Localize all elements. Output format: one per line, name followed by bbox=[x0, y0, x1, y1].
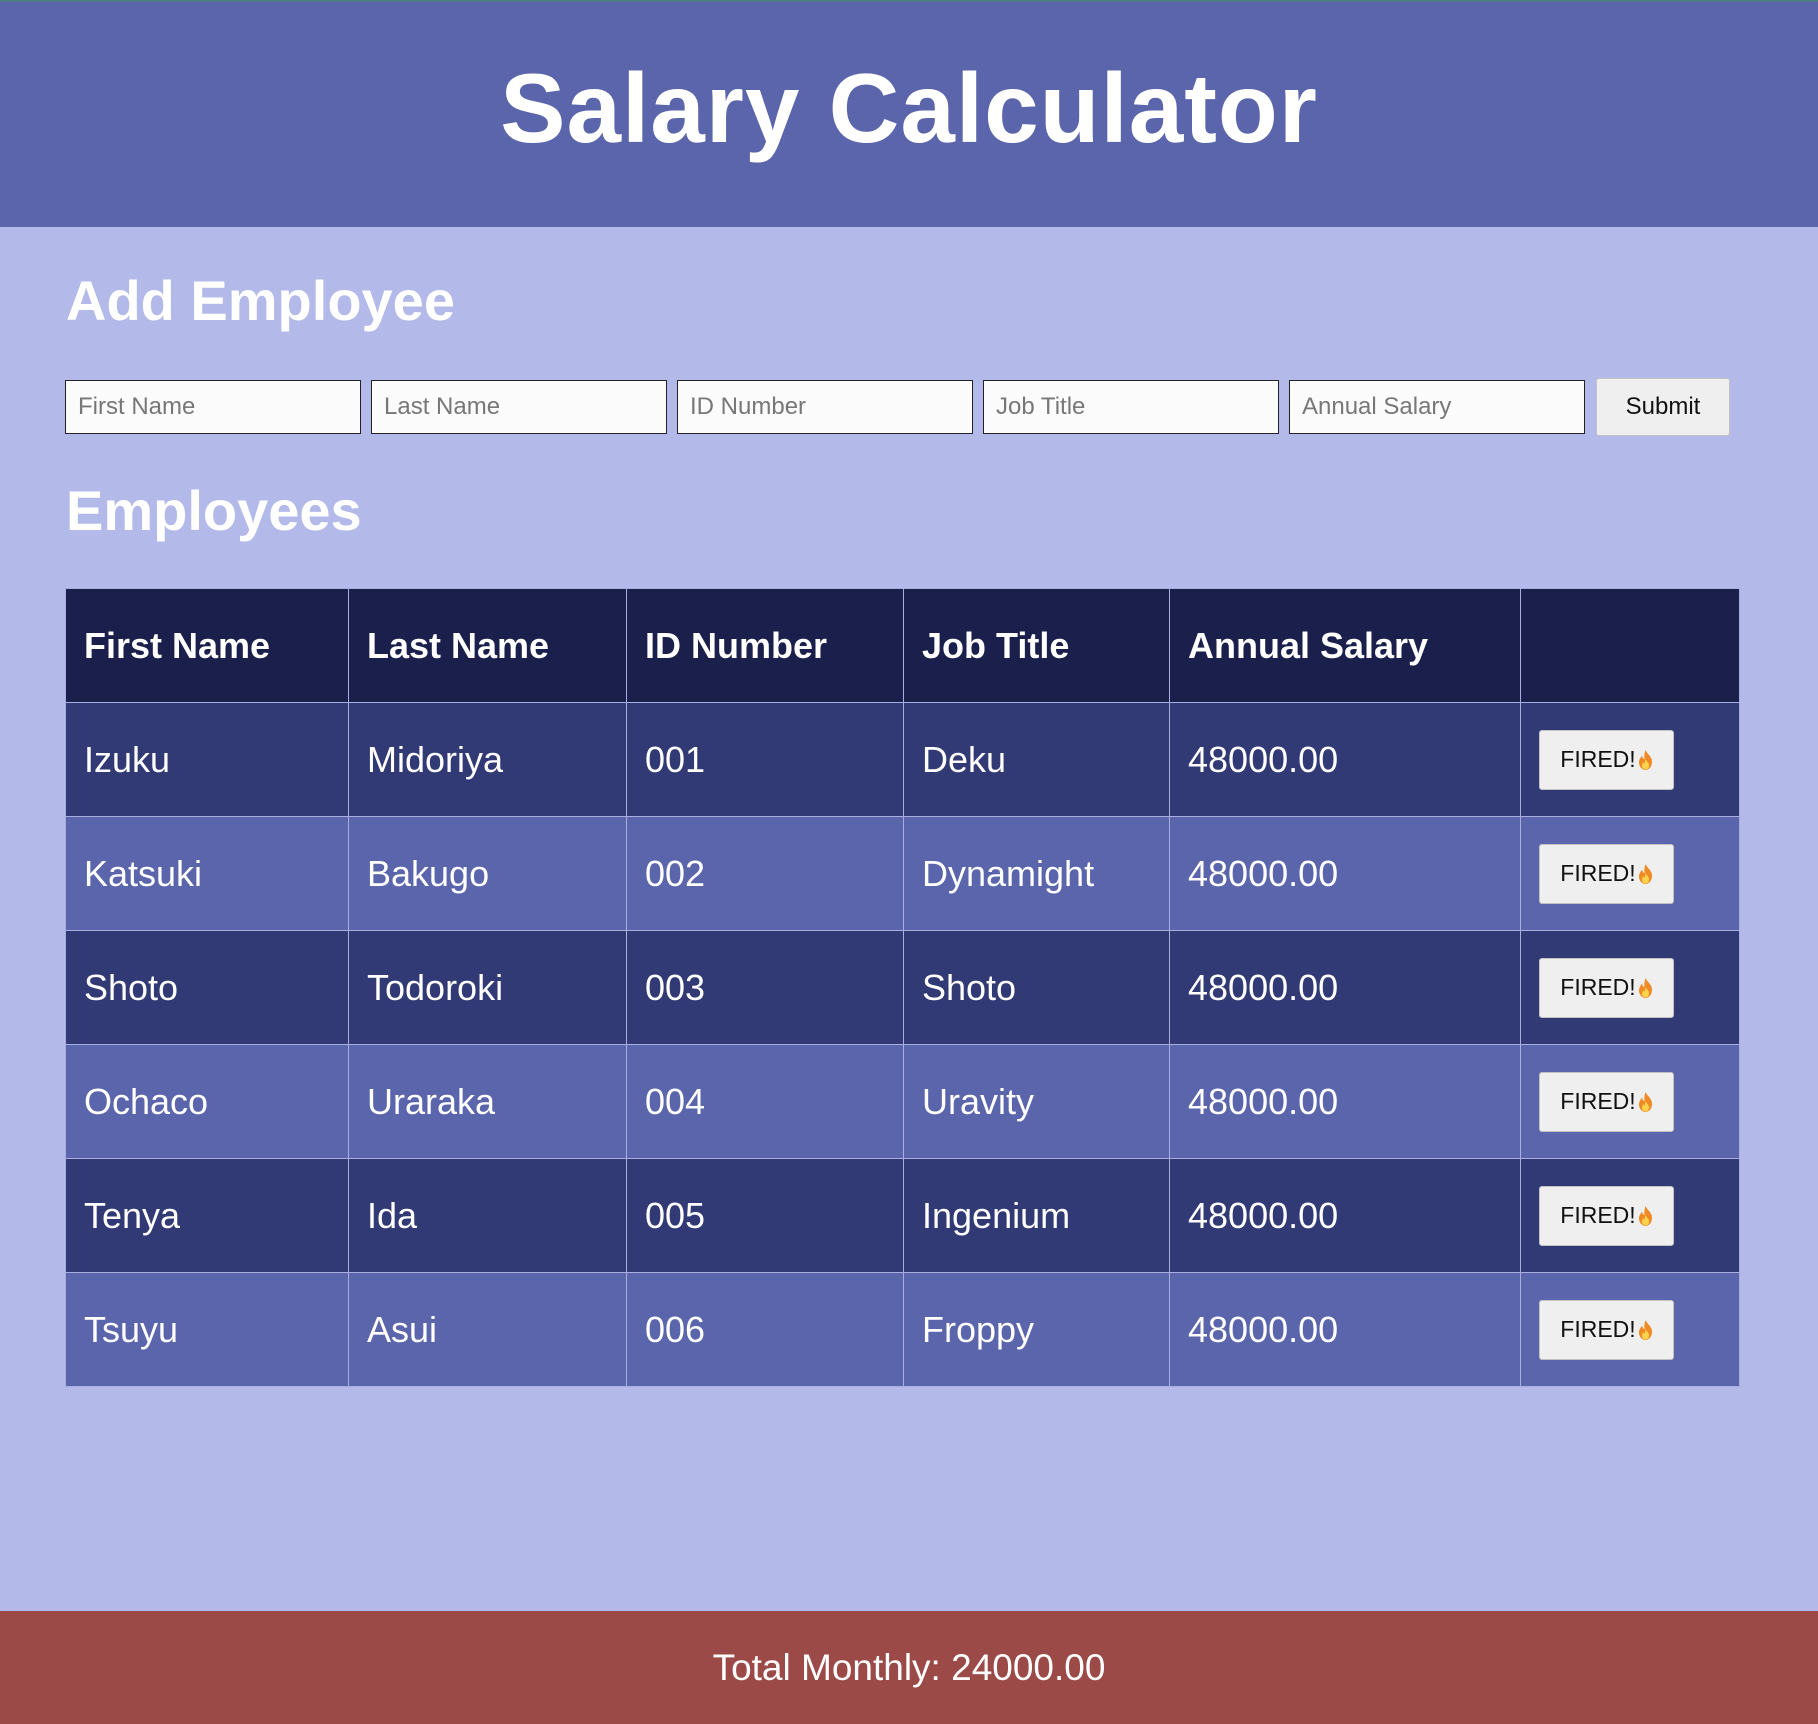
column-header-id-number: ID Number bbox=[626, 588, 904, 703]
first-name-input[interactable] bbox=[65, 380, 361, 434]
page-title: Salary Calculator bbox=[500, 53, 1318, 163]
cell-job-title: Shoto bbox=[903, 930, 1170, 1045]
cell-last-name: Asui bbox=[348, 1272, 627, 1387]
cell-id-number: 006 bbox=[626, 1272, 904, 1387]
cell-annual-salary: 48000.00 bbox=[1169, 1272, 1521, 1387]
cell-last-name: Uraraka bbox=[348, 1044, 627, 1159]
table-row: Izuku Midoriya 001 Deku 48000.00 FIRED! bbox=[65, 702, 1740, 817]
cell-first-name: Izuku bbox=[65, 702, 349, 817]
cell-first-name: Ochaco bbox=[65, 1044, 349, 1159]
fire-employee-button[interactable]: FIRED! bbox=[1539, 957, 1674, 1018]
column-header-first-name: First Name bbox=[65, 588, 349, 703]
fire-button-label: FIRED! bbox=[1560, 1088, 1636, 1114]
fire-employee-button[interactable]: FIRED! bbox=[1539, 843, 1674, 904]
fire-button-label: FIRED! bbox=[1560, 974, 1636, 1000]
fire-button-label: FIRED! bbox=[1560, 1316, 1636, 1342]
fire-button-label: FIRED! bbox=[1560, 1202, 1636, 1228]
cell-job-title: Froppy bbox=[903, 1272, 1170, 1387]
last-name-input[interactable] bbox=[371, 380, 667, 434]
cell-annual-salary: 48000.00 bbox=[1169, 1044, 1521, 1159]
cell-actions: FIRED! bbox=[1520, 702, 1740, 817]
cell-id-number: 005 bbox=[626, 1158, 904, 1273]
cell-job-title: Dynamight bbox=[903, 816, 1170, 931]
fire-icon bbox=[1638, 750, 1652, 770]
table-row: Tenya Ida 005 Ingenium 48000.00 FIRED! bbox=[65, 1158, 1740, 1273]
column-header-annual-salary: Annual Salary bbox=[1169, 588, 1521, 703]
cell-actions: FIRED! bbox=[1520, 1158, 1740, 1273]
fire-button-label: FIRED! bbox=[1560, 746, 1636, 772]
cell-actions: FIRED! bbox=[1520, 1044, 1740, 1159]
submit-button[interactable]: Submit bbox=[1596, 378, 1730, 436]
employees-table: First Name Last Name ID Number Job Title… bbox=[65, 588, 1740, 1387]
column-header-actions bbox=[1520, 588, 1740, 703]
cell-actions: FIRED! bbox=[1520, 816, 1740, 931]
total-monthly-text: Total Monthly: 24000.00 bbox=[712, 1646, 1106, 1688]
cell-id-number: 001 bbox=[626, 702, 904, 817]
table-row: Shoto Todoroki 003 Shoto 48000.00 FIRED! bbox=[65, 930, 1740, 1045]
cell-annual-salary: 48000.00 bbox=[1169, 1158, 1521, 1273]
table-row: Katsuki Bakugo 002 Dynamight 48000.00 FIRED! bbox=[65, 816, 1740, 931]
cell-job-title: Deku bbox=[903, 702, 1170, 817]
fire-employee-button[interactable]: FIRED! bbox=[1539, 1185, 1674, 1246]
fire-icon bbox=[1638, 1092, 1652, 1112]
total-monthly-footer: Total Monthly: 24000.00 bbox=[0, 1611, 1818, 1724]
column-header-job-title: Job Title bbox=[903, 588, 1170, 703]
cell-annual-salary: 48000.00 bbox=[1169, 930, 1521, 1045]
job-title-input[interactable] bbox=[983, 380, 1279, 434]
cell-id-number: 004 bbox=[626, 1044, 904, 1159]
cell-job-title: Uravity bbox=[903, 1044, 1170, 1159]
annual-salary-input[interactable] bbox=[1289, 380, 1585, 434]
fire-icon bbox=[1638, 978, 1652, 998]
cell-first-name: Katsuki bbox=[65, 816, 349, 931]
cell-last-name: Bakugo bbox=[348, 816, 627, 931]
cell-first-name: Tenya bbox=[65, 1158, 349, 1273]
table-row: Ochaco Uraraka 004 Uravity 48000.00 FIRED! bbox=[65, 1044, 1740, 1159]
fire-employee-button[interactable]: FIRED! bbox=[1539, 1071, 1674, 1132]
cell-id-number: 003 bbox=[626, 930, 904, 1045]
cell-annual-salary: 48000.00 bbox=[1169, 816, 1521, 931]
table-header-row: First Name Last Name ID Number Job Title… bbox=[65, 588, 1740, 703]
cell-first-name: Shoto bbox=[65, 930, 349, 1045]
add-employee-heading: Add Employee bbox=[66, 269, 455, 332]
page-header: Salary Calculator bbox=[0, 0, 1818, 227]
cell-first-name: Tsuyu bbox=[65, 1272, 349, 1387]
fire-button-label: FIRED! bbox=[1560, 860, 1636, 886]
column-header-last-name: Last Name bbox=[348, 588, 627, 703]
cell-last-name: Midoriya bbox=[348, 702, 627, 817]
cell-actions: FIRED! bbox=[1520, 930, 1740, 1045]
cell-id-number: 002 bbox=[626, 816, 904, 931]
employees-heading: Employees bbox=[66, 479, 362, 542]
fire-icon bbox=[1638, 1320, 1652, 1340]
fire-icon bbox=[1638, 1206, 1652, 1226]
fire-icon bbox=[1638, 864, 1652, 884]
cell-annual-salary: 48000.00 bbox=[1169, 702, 1521, 817]
fire-employee-button[interactable]: FIRED! bbox=[1539, 1299, 1674, 1360]
add-employee-form: Submit bbox=[65, 378, 1730, 436]
cell-actions: FIRED! bbox=[1520, 1272, 1740, 1387]
cell-last-name: Todoroki bbox=[348, 930, 627, 1045]
table-row: Tsuyu Asui 006 Froppy 48000.00 FIRED! bbox=[65, 1272, 1740, 1387]
fire-employee-button[interactable]: FIRED! bbox=[1539, 729, 1674, 790]
cell-job-title: Ingenium bbox=[903, 1158, 1170, 1273]
cell-last-name: Ida bbox=[348, 1158, 627, 1273]
id-number-input[interactable] bbox=[677, 380, 973, 434]
